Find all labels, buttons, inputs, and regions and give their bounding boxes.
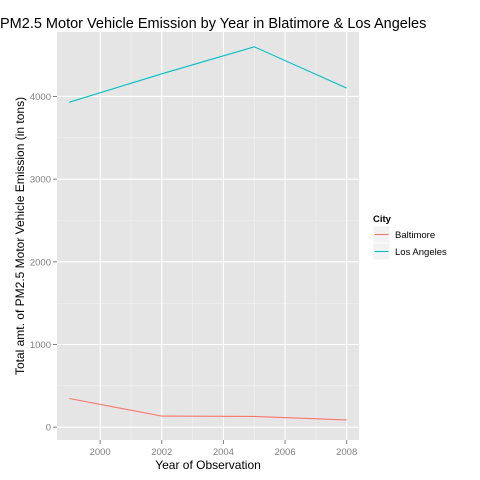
x-tick-label: 2004 <box>213 447 234 458</box>
y-tick-label: 1000 <box>30 340 51 351</box>
legend: City Baltimore Los Angeles <box>372 214 447 261</box>
grid-minor <box>57 32 359 440</box>
x-axis: 2000 2002 2004 2006 2008 <box>90 440 357 458</box>
legend-label-los-angeles: Los Angeles <box>395 247 447 258</box>
grid-major <box>57 32 359 440</box>
x-tick-label: 2000 <box>90 447 111 458</box>
x-tick-label: 2002 <box>151 447 172 458</box>
legend-title: City <box>373 214 392 225</box>
series-line-baltimore <box>69 397 347 421</box>
y-tick-label: 3000 <box>30 175 51 186</box>
x-tick-label: 2008 <box>336 447 357 458</box>
x-axis-title: Year of Observation <box>155 458 261 472</box>
legend-label-baltimore: Baltimore <box>395 230 435 241</box>
y-axis: 0 1000 2000 3000 4000 <box>30 92 57 434</box>
y-tick-label: 4000 <box>30 92 51 103</box>
plot-panel <box>57 32 359 440</box>
y-tick-label: 0 <box>46 423 51 434</box>
y-axis-title: Total amt. of PM2.5 Motor Vehicle Emissi… <box>13 97 27 375</box>
series-lines <box>69 46 347 421</box>
x-tick-label: 2006 <box>274 447 295 458</box>
series-line-los-angeles <box>69 46 347 103</box>
y-tick-label: 2000 <box>30 257 51 268</box>
chart-title: PM2.5 Motor Vehicle Emission by Year in … <box>0 16 426 32</box>
